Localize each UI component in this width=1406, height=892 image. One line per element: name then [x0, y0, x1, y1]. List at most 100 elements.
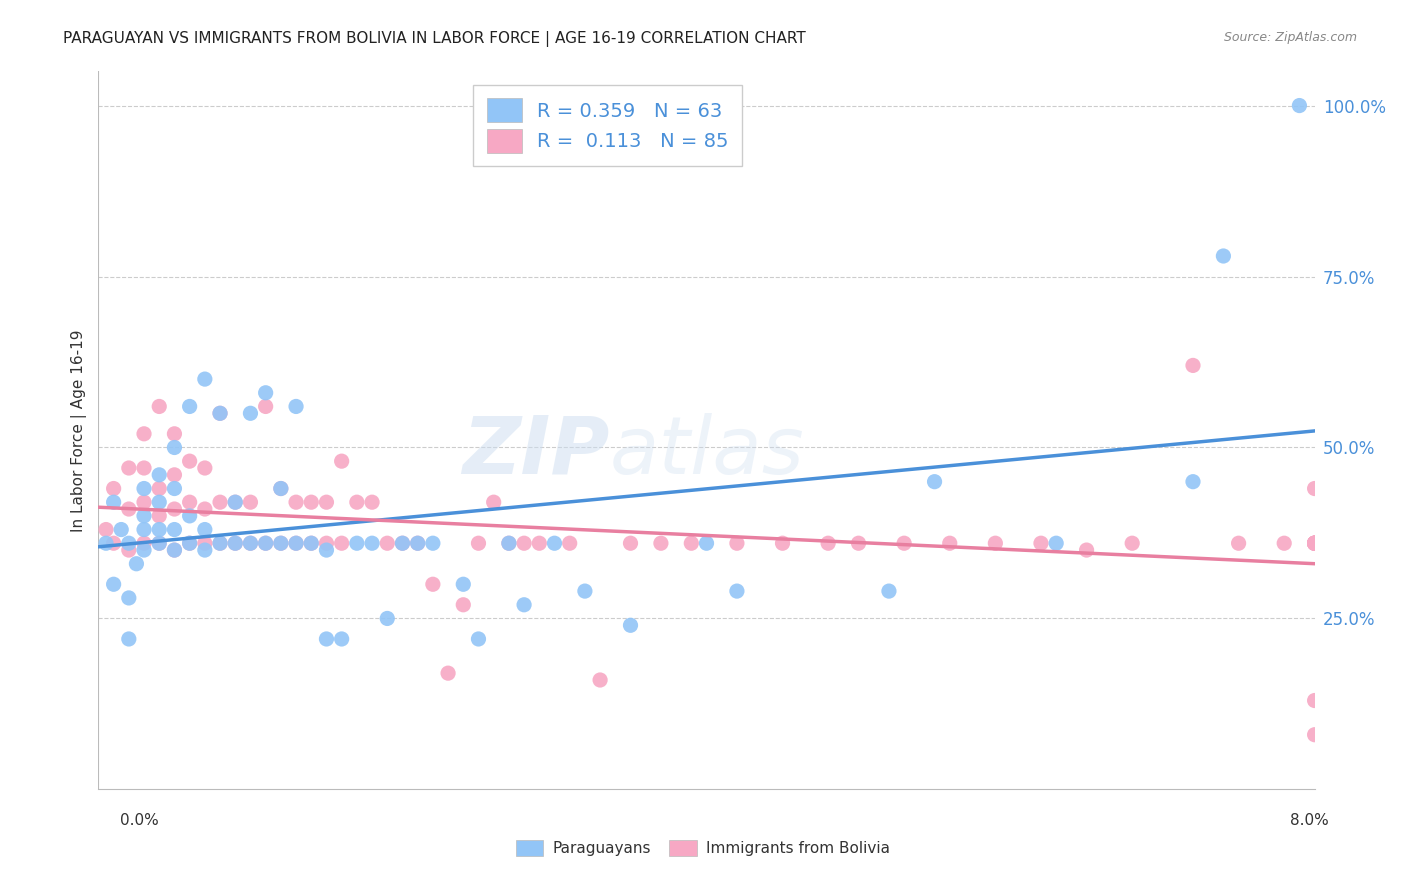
Point	[285, 536, 308, 550]
Point	[132, 461, 155, 475]
Point	[103, 495, 125, 509]
Point	[375, 536, 398, 550]
Point	[725, 584, 748, 599]
Point	[681, 536, 703, 550]
Point	[194, 543, 217, 558]
Point	[209, 536, 232, 550]
Point	[148, 536, 170, 550]
Point	[498, 536, 520, 550]
Point	[1212, 249, 1234, 263]
Point	[194, 536, 217, 550]
Point	[619, 618, 641, 632]
Point	[848, 536, 870, 550]
Point	[1303, 693, 1326, 707]
Point	[110, 523, 132, 537]
Point	[209, 536, 232, 550]
Point	[361, 495, 384, 509]
Point	[877, 584, 900, 599]
Point	[209, 495, 232, 509]
Point	[163, 426, 186, 441]
Text: 8.0%: 8.0%	[1289, 814, 1329, 828]
Point	[1288, 98, 1310, 112]
Point	[148, 536, 170, 550]
Point	[132, 508, 155, 523]
Point	[209, 406, 232, 420]
Point	[132, 426, 155, 441]
Point	[148, 482, 170, 496]
Point	[422, 536, 444, 550]
Text: Source: ZipAtlas.com: Source: ZipAtlas.com	[1223, 31, 1357, 45]
Point	[148, 523, 170, 537]
Point	[179, 454, 201, 468]
Point	[1029, 536, 1052, 550]
Point	[725, 536, 748, 550]
Point	[330, 454, 353, 468]
Point	[163, 467, 186, 482]
Point	[772, 536, 794, 550]
Point	[375, 611, 398, 625]
Point	[163, 523, 186, 537]
Point	[132, 495, 155, 509]
Point	[467, 632, 489, 646]
Point	[254, 400, 277, 414]
Point	[179, 536, 201, 550]
Point	[650, 536, 672, 550]
Point	[330, 536, 353, 550]
Legend: R = 0.359   N = 63, R =  0.113   N = 85: R = 0.359 N = 63, R = 0.113 N = 85	[472, 85, 742, 166]
Point	[453, 598, 475, 612]
Point	[194, 502, 217, 516]
Point	[270, 482, 292, 496]
Point	[285, 495, 308, 509]
Point	[224, 495, 246, 509]
Point	[285, 400, 308, 414]
Point	[179, 495, 201, 509]
Point	[315, 632, 337, 646]
Point	[467, 536, 489, 550]
Point	[574, 584, 596, 599]
Point	[270, 482, 292, 496]
Point	[179, 508, 201, 523]
Point	[239, 536, 262, 550]
Text: ZIP: ZIP	[461, 413, 609, 491]
Point	[103, 482, 125, 496]
Point	[179, 536, 201, 550]
Point	[299, 536, 322, 550]
Point	[94, 523, 117, 537]
Point	[270, 536, 292, 550]
Point	[817, 536, 839, 550]
Point	[125, 557, 148, 571]
Text: 0.0%: 0.0%	[120, 814, 159, 828]
Point	[406, 536, 429, 550]
Point	[330, 632, 353, 646]
Point	[543, 536, 565, 550]
Point	[163, 441, 186, 455]
Point	[194, 461, 217, 475]
Text: atlas: atlas	[609, 413, 804, 491]
Text: PARAGUAYAN VS IMMIGRANTS FROM BOLIVIA IN LABOR FORCE | AGE 16-19 CORRELATION CHA: PARAGUAYAN VS IMMIGRANTS FROM BOLIVIA IN…	[63, 31, 806, 47]
Point	[118, 632, 141, 646]
Point	[1272, 536, 1295, 550]
Point	[437, 666, 460, 681]
Point	[118, 543, 141, 558]
Point	[315, 536, 337, 550]
Point	[1303, 728, 1326, 742]
Point	[498, 536, 520, 550]
Point	[299, 536, 322, 550]
Point	[1303, 536, 1326, 550]
Point	[148, 467, 170, 482]
Point	[254, 536, 277, 550]
Point	[893, 536, 915, 550]
Point	[529, 536, 551, 550]
Point	[939, 536, 962, 550]
Point	[984, 536, 1007, 550]
Point	[558, 536, 581, 550]
Point	[696, 536, 718, 550]
Point	[619, 536, 641, 550]
Point	[285, 536, 308, 550]
Point	[1303, 536, 1326, 550]
Point	[924, 475, 946, 489]
Point	[224, 536, 246, 550]
Point	[1076, 543, 1098, 558]
Point	[1303, 536, 1326, 550]
Y-axis label: In Labor Force | Age 16-19: In Labor Force | Age 16-19	[72, 329, 87, 532]
